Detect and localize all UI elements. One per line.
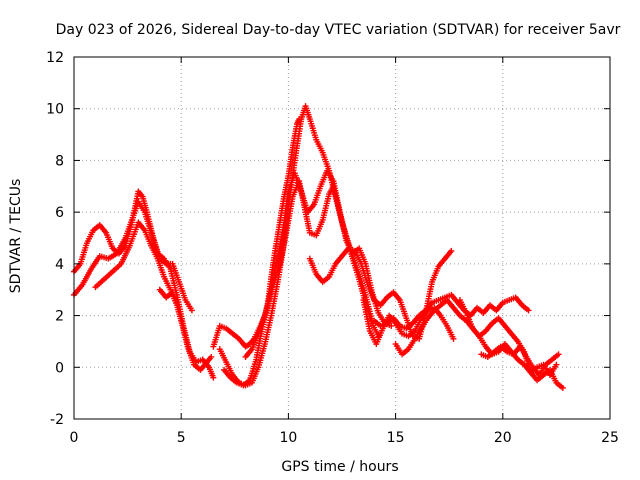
y-tick-label: 10 bbox=[46, 102, 64, 118]
data-point bbox=[448, 247, 455, 254]
x-tick-label: 5 bbox=[177, 430, 186, 446]
data-point bbox=[388, 322, 395, 329]
y-tick-label: 0 bbox=[55, 360, 64, 376]
y-tick-label: 12 bbox=[46, 50, 64, 66]
x-tick-label: 10 bbox=[279, 430, 297, 446]
x-tick-label: 0 bbox=[70, 430, 79, 446]
data-point bbox=[555, 351, 562, 358]
x-tick-label: 15 bbox=[387, 430, 405, 446]
y-tick-label: 4 bbox=[55, 257, 64, 273]
data-point bbox=[210, 374, 217, 381]
y-tick-label: 2 bbox=[55, 309, 64, 325]
y-tick-label: -2 bbox=[50, 412, 64, 428]
chart-title: Day 023 of 2026, Sidereal Day-to-day VTE… bbox=[56, 22, 621, 38]
y-tick-label: 6 bbox=[55, 205, 64, 221]
data-point bbox=[559, 384, 566, 391]
axis-ticks: 0 5 10 15 20 25 -2 0 2 4 6 8 10 12 bbox=[46, 50, 619, 446]
x-axis-label: GPS time / hours bbox=[281, 459, 398, 475]
data-point bbox=[525, 307, 532, 314]
data-point bbox=[169, 289, 176, 296]
data-series bbox=[71, 103, 566, 391]
data-point bbox=[188, 307, 195, 314]
plot-frame bbox=[73, 56, 611, 420]
data-point bbox=[208, 353, 215, 360]
y-tick-label: 8 bbox=[55, 153, 64, 169]
x-tick-label: 20 bbox=[494, 430, 512, 446]
data-point bbox=[553, 361, 560, 368]
y-axis-label: SDTVAR / TECUs bbox=[8, 179, 24, 294]
x-tick-label: 25 bbox=[601, 430, 619, 446]
data-point bbox=[450, 335, 457, 342]
